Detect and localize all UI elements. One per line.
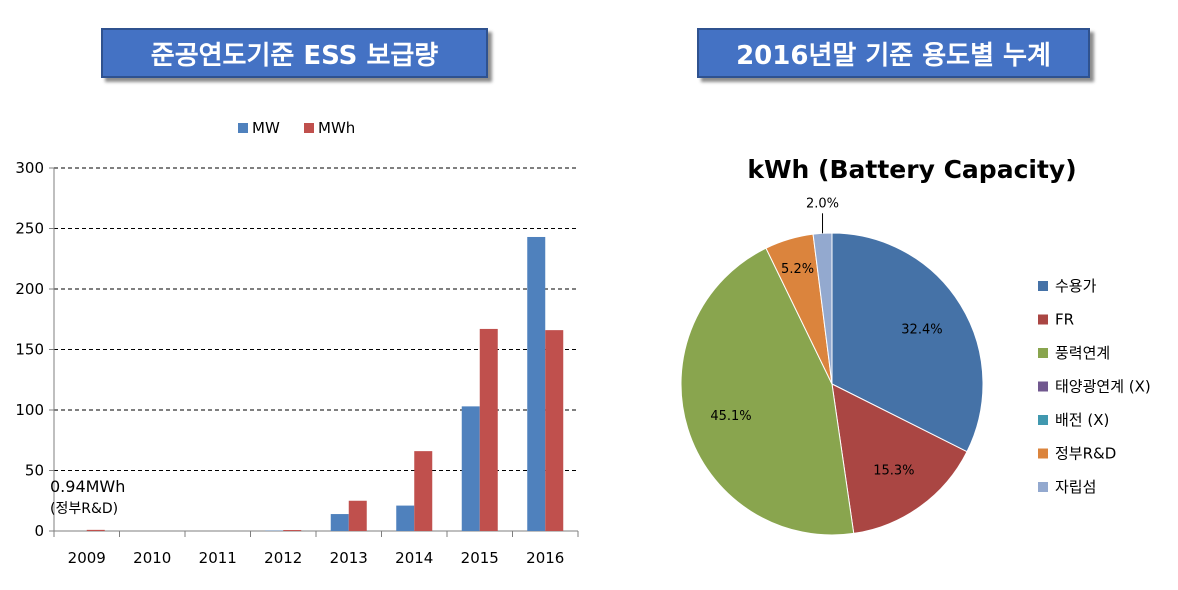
bar-marks: [86, 236, 564, 531]
bar-legend: MW MWh: [238, 119, 355, 137]
bar-mwh-2013: [348, 500, 367, 531]
pie-legend-label-6: 자립섬: [1055, 478, 1096, 496]
bar-mwh-2009: [86, 529, 105, 531]
pie-legend-label-2: 풍력연계: [1055, 344, 1110, 362]
bar-mw-2014: [396, 505, 415, 531]
bar-mw-2015: [461, 406, 480, 531]
bar-annotation-line2: (정부R&D): [50, 501, 118, 517]
bar-y-tick-label: 300: [15, 159, 44, 177]
bar-mwh-2014: [414, 451, 433, 531]
pie-labels: 32.4% 15.3% 45.1% 5.2% 2.0%: [710, 196, 942, 478]
pie-legend-swatch-6: [1038, 482, 1048, 492]
bar-x-tick-label: 2012: [264, 549, 302, 567]
bar-grid: [54, 167, 578, 471]
pie-slice-1: [831, 383, 968, 534]
bar-legend-label-mwh: MWh: [318, 119, 355, 137]
bar-x-tick-label: 2010: [133, 549, 171, 567]
bar-mwh-2015: [479, 328, 498, 531]
bar-x-tick-label: 2015: [461, 549, 499, 567]
pie-legend-swatch-1: [1038, 314, 1048, 325]
bar-legend-swatch-mw: [238, 123, 248, 133]
bar-mwh-2016: [545, 330, 564, 531]
bar-mw-2013: [330, 514, 349, 531]
bar-y-tick-label: 50: [25, 462, 44, 480]
bar-mwh-2012: [283, 530, 302, 531]
pie-slices: [680, 232, 984, 536]
bar-x-tick-label: 2009: [68, 549, 106, 567]
bar-x-tick-label: 2016: [526, 549, 564, 567]
pie-legend-label-5: 정부R&D: [1055, 445, 1116, 463]
pie-legend-swatch-2: [1038, 348, 1048, 358]
bar-annotation-line1: 0.94MWh: [50, 477, 125, 496]
bar-x-axis: 2009 2010 2011 2012 2013 2014 2015 2016: [53, 530, 579, 567]
pie-label-1: 15.3%: [873, 464, 914, 479]
pie-legend-swatch-3: [1038, 381, 1048, 392]
bar-y-tick-label: 100: [15, 401, 44, 419]
bar-y-tick-label: 200: [15, 280, 44, 298]
bar-x-tick-label: 2013: [330, 549, 368, 567]
pie-slice-0: [831, 232, 984, 453]
pie-label-5: 5.2%: [781, 262, 814, 277]
pie-legend-swatch-4: [1038, 415, 1048, 425]
pie-label-6: 2.0%: [806, 196, 839, 211]
pie-chart-title-banner: 2016년말 기준 용도별 누계: [697, 28, 1090, 78]
bar-y-axis: 0 50 100 150 200 250 300: [15, 159, 55, 540]
pie-legend-swatch-0: [1038, 281, 1048, 291]
pie-chart-title: kWh (Battery Capacity): [747, 155, 1076, 184]
bar-mw-2016: [527, 236, 546, 531]
bar-legend-swatch-mwh: [304, 123, 314, 133]
pie-legend-label-0: 수용가: [1055, 277, 1097, 295]
pie-slice-5: [765, 233, 833, 385]
bar-x-tick-label: 2014: [395, 549, 433, 567]
pie-label-2: 45.1%: [710, 409, 751, 424]
pie-legend-label-3: 태양광연계 (X): [1055, 378, 1151, 396]
pie-legend-swatch-5: [1038, 448, 1048, 459]
bar-legend-label-mw: MW: [252, 119, 280, 137]
bar-y-tick-label: 250: [15, 220, 44, 238]
bar-y-tick-label: 150: [15, 341, 44, 359]
pie-legend-label-1: FR: [1055, 311, 1074, 329]
pie-slice-6: [812, 232, 833, 385]
bar-y-tick-label: 0: [34, 522, 44, 540]
pie-slice-2: [680, 247, 855, 536]
pie-legend-label-4: 배전 (X): [1055, 411, 1109, 429]
pie-label-0: 32.4%: [901, 322, 942, 337]
bar-chart-title-banner: 준공연도기준 ESS 보급량: [101, 28, 488, 78]
bar-x-tick-label: 2011: [199, 549, 237, 567]
